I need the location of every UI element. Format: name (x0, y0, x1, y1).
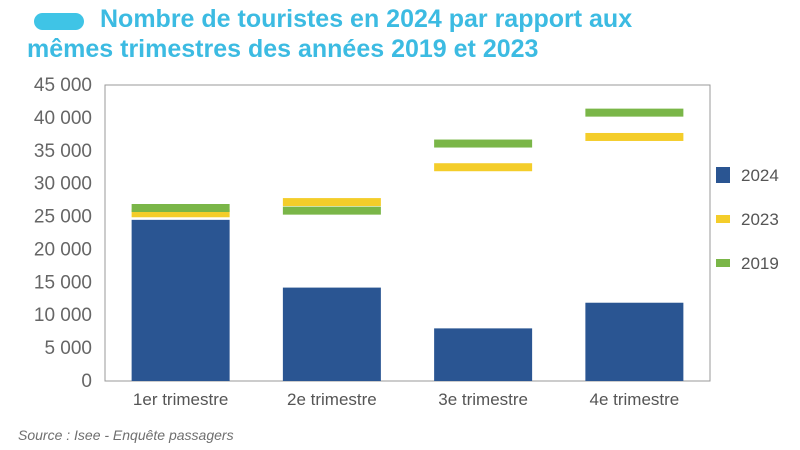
chart-title-line-2: mêmes trimestres des années 2019 et 2023 (27, 35, 539, 63)
legend-swatch-2024 (716, 167, 730, 183)
legend-label-2024: 2024 (741, 166, 779, 185)
marker-2023 (585, 132, 684, 141)
y-tick-label: 10 000 (34, 305, 92, 326)
legend-label-2019: 2019 (741, 254, 779, 273)
marker-2019 (282, 206, 381, 215)
marker-2019 (131, 204, 230, 213)
bar-2024 (131, 219, 230, 381)
y-tick-label: 5 000 (44, 338, 92, 359)
chart-title: Nombre de touristes en 2024 par rapport … (27, 4, 785, 64)
marker-2023 (434, 163, 533, 172)
y-tick-label: 35 000 (34, 141, 92, 162)
x-category-label: 4e trimestre (590, 390, 680, 409)
y-tick-label: 0 (81, 371, 92, 392)
plot-frame (104, 84, 711, 382)
legend-label-2023: 2023 (741, 210, 779, 229)
y-tick-label: 45 000 (34, 75, 92, 96)
marker-2023 (282, 198, 381, 207)
chart-title-line-1: Nombre de touristes en 2024 par rapport … (100, 5, 633, 33)
marker-2023 (131, 209, 230, 218)
x-category-label: 2e trimestre (287, 390, 377, 409)
bar-2024 (585, 302, 684, 381)
marker-2019 (434, 139, 533, 148)
title-decoration-pill (34, 13, 84, 30)
marker-2019 (585, 108, 684, 117)
y-tick-label: 20 000 (34, 239, 92, 260)
y-tick-label: 15 000 (34, 272, 92, 293)
bar-2024 (282, 287, 381, 381)
legend-swatch-2023 (716, 215, 730, 223)
y-tick-label: 30 000 (34, 174, 92, 195)
y-tick-label: 25 000 (34, 207, 92, 228)
legend-swatch-2019 (716, 259, 730, 267)
y-tick-label: 40 000 (34, 108, 92, 129)
x-category-label: 1er trimestre (133, 390, 228, 409)
x-category-label: 3e trimestre (438, 390, 528, 409)
source-note: Source : Isee - Enquête passagers (18, 427, 234, 443)
bar-2024 (434, 328, 533, 381)
